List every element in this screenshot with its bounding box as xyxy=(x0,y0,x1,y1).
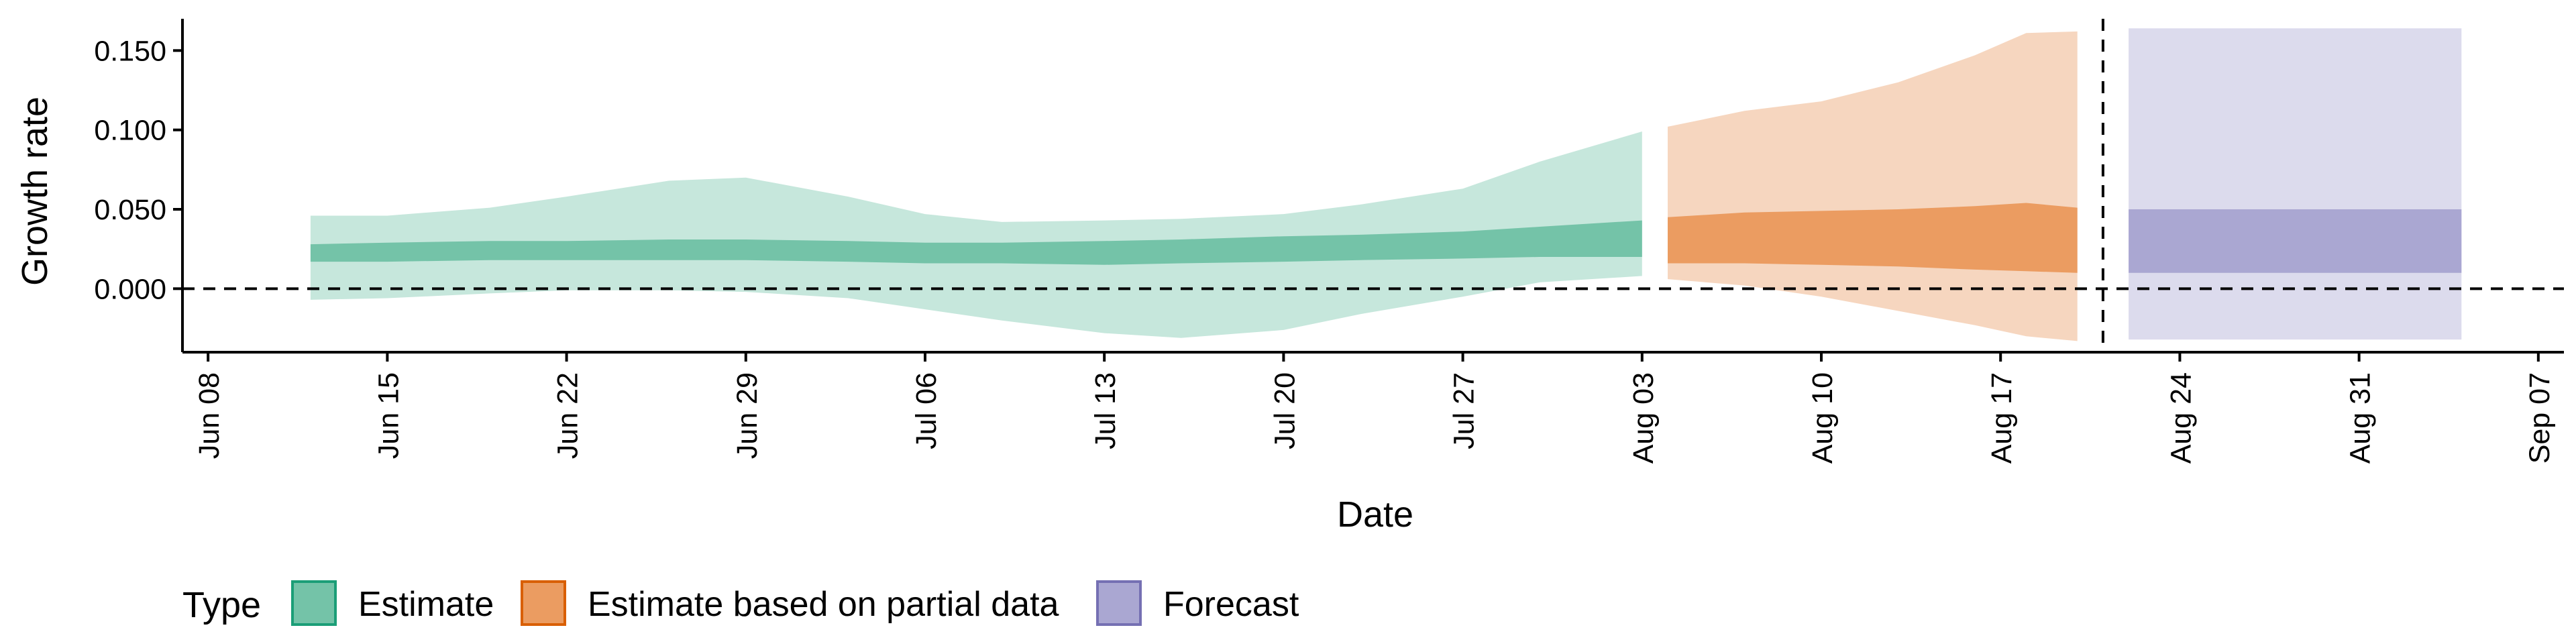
legend-label-estimate-based-on-partial-data: Estimate based on partial data xyxy=(588,585,1059,624)
bands-layer xyxy=(310,28,2462,341)
x-axis-title: Date xyxy=(1337,494,1413,535)
x-axis: Jun 08 Jun 15 Jun 22 Jun 29 Jul 06 Jul 13 Jul … xyxy=(182,351,2564,464)
legend-swatch-forecast xyxy=(1096,580,1142,626)
legend-swatch-estimate xyxy=(291,580,337,626)
x-tick-label: Jul 13 xyxy=(1089,372,1122,449)
legend-title: Type xyxy=(182,585,261,625)
x-tick-label: Jun 08 xyxy=(193,372,225,459)
x-tick-label: Aug 10 xyxy=(1807,372,1839,464)
y-axis-title: Growth rate xyxy=(15,97,55,286)
x-tick-label: Aug 17 xyxy=(1986,372,2018,464)
y-tick-label: 0.100 xyxy=(94,115,166,147)
y-tick-label: 0.000 xyxy=(94,273,166,305)
y-tick-label: 0.150 xyxy=(94,35,166,67)
forecast-outer-band xyxy=(2129,28,2462,340)
x-tick-label: Jun 22 xyxy=(552,372,584,459)
estimate-outer-band xyxy=(310,131,1642,338)
legend-label-forecast: Forecast xyxy=(1163,585,1299,624)
x-tick-label: Aug 24 xyxy=(2165,372,2197,464)
legend-label-estimate: Estimate xyxy=(358,585,494,624)
reference-lines xyxy=(182,19,2564,352)
estimate-based-on-partial-data-outer-band xyxy=(1668,31,2078,341)
estimate-inner-band xyxy=(310,220,1642,265)
x-tick-label: Aug 03 xyxy=(1627,372,1660,464)
x-tick-label: Aug 31 xyxy=(2345,372,2377,464)
x-tick-label: Jul 27 xyxy=(1448,372,1481,449)
legend-swatch-estimate-based-on-partial-data xyxy=(521,580,566,626)
x-tick-label: Jun 15 xyxy=(372,372,405,459)
estimate-based-on-partial-data-inner-band xyxy=(1668,203,2078,273)
x-tick-label: Sep 07 xyxy=(2524,372,2556,464)
x-tick-label: Jul 20 xyxy=(1269,372,1301,449)
legend: Type Estimate Estimate based on partial d… xyxy=(182,580,1299,626)
forecast-inner-band xyxy=(2129,209,2462,273)
y-axis: 0.000 0.050 0.100 0.150 xyxy=(94,19,184,352)
x-tick-label: Jun 29 xyxy=(731,372,763,459)
x-tick-label: Jul 06 xyxy=(910,372,943,449)
y-tick-label: 0.050 xyxy=(94,194,166,226)
